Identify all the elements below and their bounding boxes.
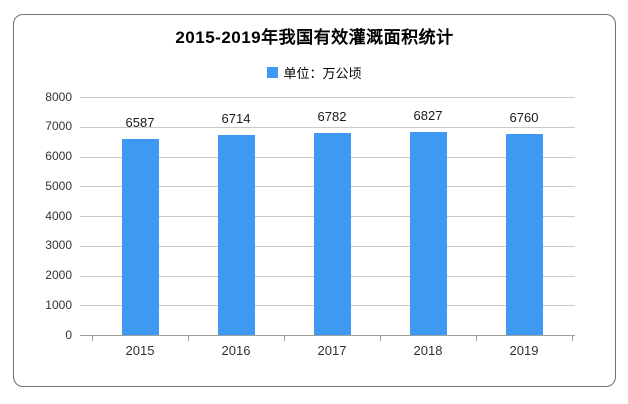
y-axis-tick-label: 6000 xyxy=(45,149,72,163)
y-axis-tick-label: 7000 xyxy=(45,119,72,134)
legend-label: 单位：万公顷 xyxy=(283,66,362,81)
y-axis-tick-label: 3000 xyxy=(45,238,72,253)
bar-value-label: 6587 xyxy=(125,115,155,131)
bar-value-label: 6782 xyxy=(317,109,347,125)
y-axis-tick-label: 2000 xyxy=(45,268,72,282)
x-axis-tick-label: 2016 xyxy=(221,343,251,358)
y-axis-tick-label: 4000 xyxy=(45,208,72,223)
x-axis-tick xyxy=(572,336,573,341)
x-axis-tick xyxy=(284,336,285,341)
bar xyxy=(505,133,543,335)
gridline xyxy=(80,126,575,128)
gridline xyxy=(80,97,575,98)
x-axis-tick xyxy=(476,336,477,341)
x-axis-tick xyxy=(380,336,381,341)
chart-title: 2015-2019年我国有效灌溉面积统计 xyxy=(175,28,454,47)
chart-frame xyxy=(13,14,616,387)
bar xyxy=(409,131,447,335)
bar xyxy=(121,139,159,335)
y-axis-tick-label: 8000 xyxy=(45,89,72,104)
y-axis-tick-label: 5000 xyxy=(45,178,72,193)
legend-swatch-icon xyxy=(267,67,279,78)
x-axis-tick xyxy=(92,336,93,341)
bar-value-label: 6827 xyxy=(413,107,443,123)
x-axis-tick-label: 2019 xyxy=(509,343,539,358)
legend: 单位：万公顷 xyxy=(13,63,616,82)
x-axis-tick xyxy=(188,336,189,341)
bar-value-label: 6760 xyxy=(509,109,539,125)
bar xyxy=(217,135,255,335)
x-axis-tick-label: 2015 xyxy=(125,343,155,358)
x-axis-tick-label: 2018 xyxy=(413,343,443,358)
bar xyxy=(313,133,351,335)
x-axis-tick-label: 2017 xyxy=(317,343,347,358)
y-axis-tick-label: 1000 xyxy=(45,297,72,312)
x-axis-line xyxy=(80,335,575,336)
bar-value-label: 6714 xyxy=(221,111,251,127)
y-axis-tick-label: 0 xyxy=(65,327,72,342)
